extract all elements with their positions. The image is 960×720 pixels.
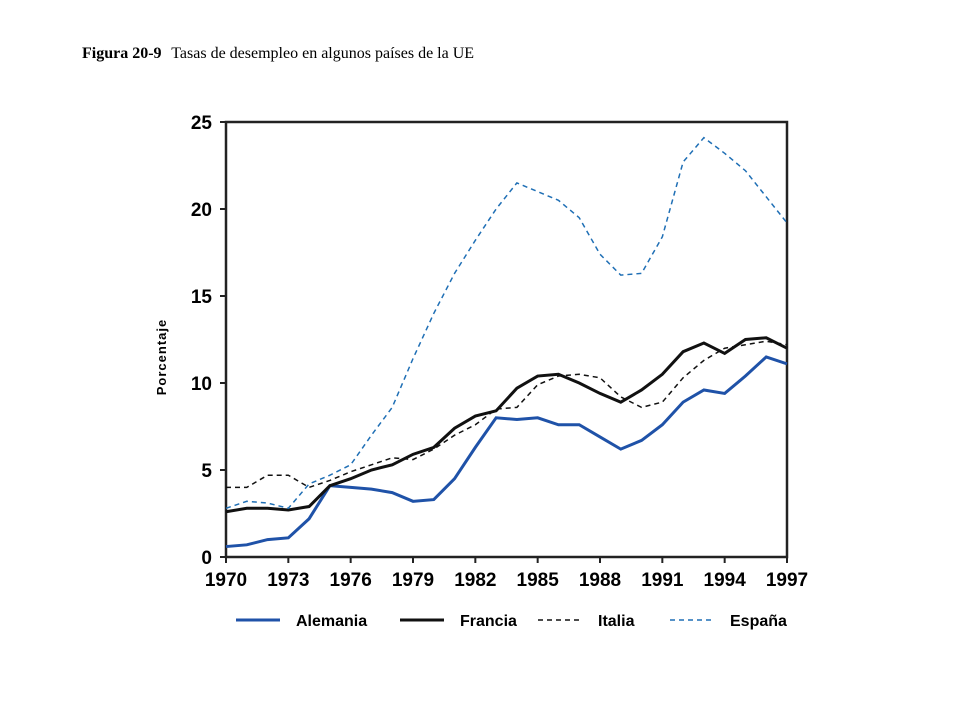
chart-title: Figura 20-9 Tasas de desempleo en alguno… [82,45,474,62]
y-tick-label: 5 [201,461,212,482]
x-tick-label: 1976 [330,570,372,591]
series-line [226,341,787,487]
x-tick-label: 1979 [392,570,434,591]
y-tick-label: 0 [201,548,212,569]
series-line [226,357,787,547]
y-tick-label: 20 [191,200,212,221]
title-text: Tasas de desempleo en algunos países de … [171,45,474,62]
y-tick-label: 15 [191,287,213,308]
plot-frame [226,122,787,557]
series-line [226,138,787,509]
x-tick-label: 1970 [205,570,247,591]
legend-label: Alemania [296,613,367,630]
x-tick-label: 1997 [766,570,808,591]
legend-label: Francia [460,613,517,630]
x-tick-label: 1988 [579,570,621,591]
series-line [226,338,787,512]
y-tick-label: 10 [191,374,212,395]
legend-label: Italia [598,613,635,630]
x-tick-label: 1985 [517,570,560,591]
y-axis-label: Porcentaje [154,319,169,395]
x-tick-label: 1994 [704,570,747,591]
chart: Figura 20-9 Tasas de desempleo en alguno… [0,0,960,720]
x-tick-label: 1991 [641,570,684,591]
legend-label: España [730,613,787,630]
x-tick-label: 1973 [267,570,309,591]
y-tick-label: 25 [191,113,213,134]
x-tick-label: 1982 [454,570,496,591]
figure-label: Figura 20-9 [82,45,162,62]
